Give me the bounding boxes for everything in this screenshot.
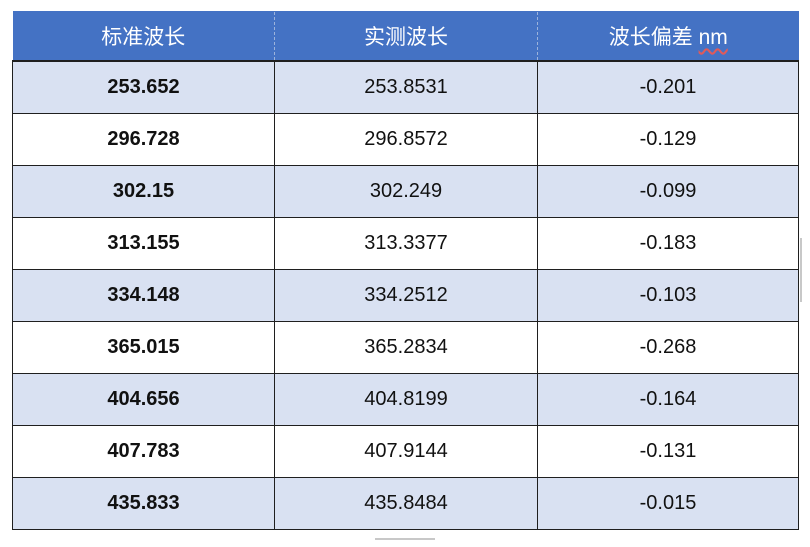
deviation-cell: -0.164: [537, 373, 799, 426]
table-row: 365.015 365.2834 -0.268: [12, 321, 799, 374]
wavelength-table: 标准波长 实测波长 波长偏差 nm 253.652 253.8531 -0.201 2…: [12, 11, 799, 530]
table-row: 334.148 334.2512 -0.103: [12, 269, 799, 322]
measured-wavelength-cell: 253.8531: [274, 61, 538, 114]
table-row: 253.652 253.8531 -0.201: [12, 61, 799, 114]
standard-wavelength-cell: 296.728: [12, 113, 275, 166]
edge-mark-bottom: [375, 538, 435, 540]
table-row: 296.728 296.8572 -0.129: [12, 113, 799, 166]
table-row: 313.155 313.3377 -0.183: [12, 217, 799, 270]
deviation-cell: -0.201: [537, 61, 799, 114]
measured-wavelength-cell: 404.8199: [274, 373, 538, 426]
measured-wavelength-cell: 302.249: [274, 165, 538, 218]
header-wavelength-deviation: 波长偏差 nm: [537, 11, 799, 61]
standard-wavelength-cell: 313.155: [12, 217, 275, 270]
deviation-cell: -0.103: [537, 269, 799, 322]
table-row: 435.833 435.8484 -0.015: [12, 477, 799, 530]
header-measured-wavelength: 实测波长: [274, 11, 538, 61]
deviation-cell: -0.131: [537, 425, 799, 478]
table-body: 253.652 253.8531 -0.201 296.728 296.8572 -0.1…: [12, 61, 799, 530]
standard-wavelength-cell: 404.656: [12, 373, 275, 426]
standard-wavelength-cell: 407.783: [12, 425, 275, 478]
measured-wavelength-cell: 365.2834: [274, 321, 538, 374]
header-row: 标准波长 实测波长 波长偏差 nm: [12, 11, 799, 61]
header-standard-wavelength: 标准波长: [12, 11, 275, 61]
deviation-cell: -0.099: [537, 165, 799, 218]
deviation-cell: -0.183: [537, 217, 799, 270]
standard-wavelength-cell: 302.15: [12, 165, 275, 218]
standard-wavelength-cell: 365.015: [12, 321, 275, 374]
table-row: 302.15 302.249 -0.099: [12, 165, 799, 218]
measured-wavelength-cell: 296.8572: [274, 113, 538, 166]
table-row: 407.783 407.9144 -0.131: [12, 425, 799, 478]
measured-wavelength-cell: 334.2512: [274, 269, 538, 322]
table-header: 标准波长 实测波长 波长偏差 nm: [12, 11, 799, 61]
measured-wavelength-cell: 407.9144: [274, 425, 538, 478]
data-table-container: 标准波长 实测波长 波长偏差 nm 253.652 253.8531 -0.201 2…: [12, 11, 799, 530]
deviation-cell: -0.268: [537, 321, 799, 374]
header-unit-nm: nm: [698, 26, 728, 49]
header-deviation-label: 波长偏差: [608, 26, 693, 49]
deviation-cell: -0.015: [537, 477, 799, 530]
deviation-cell: -0.129: [537, 113, 799, 166]
standard-wavelength-cell: 435.833: [12, 477, 275, 530]
measured-wavelength-cell: 313.3377: [274, 217, 538, 270]
standard-wavelength-cell: 253.652: [12, 61, 275, 114]
standard-wavelength-cell: 334.148: [12, 269, 275, 322]
table-row: 404.656 404.8199 -0.164: [12, 373, 799, 426]
edge-mark-right: [800, 238, 802, 302]
measured-wavelength-cell: 435.8484: [274, 477, 538, 530]
